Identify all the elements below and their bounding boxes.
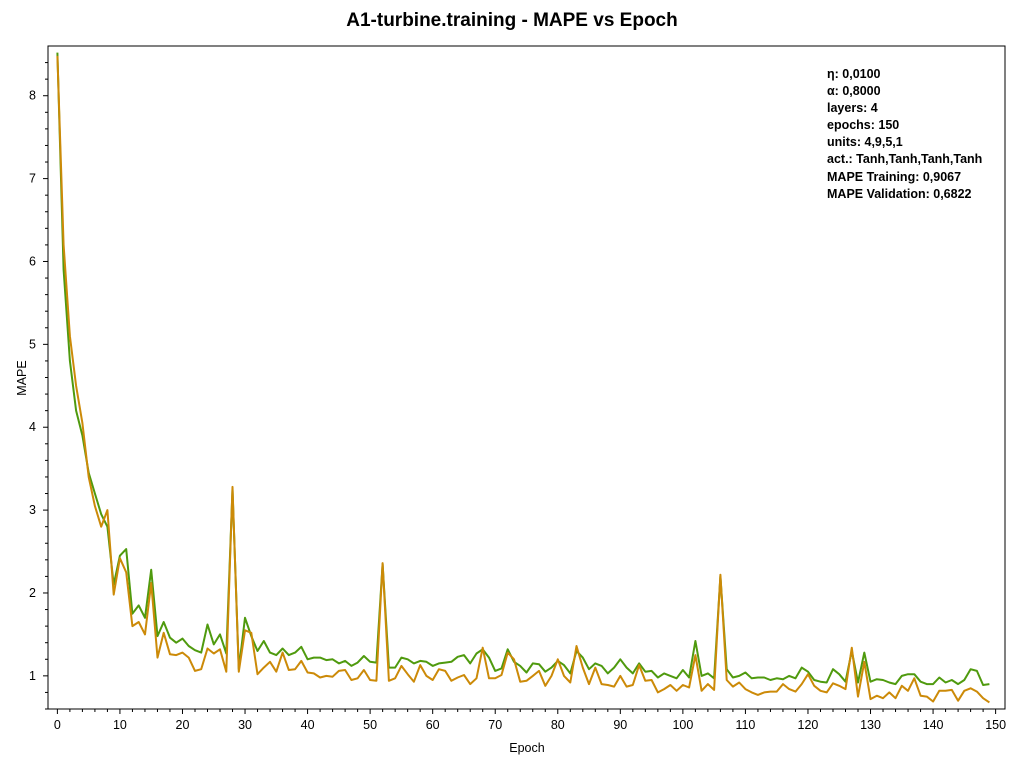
x-tick-label: 10 [113, 718, 127, 732]
x-tick-label: 120 [798, 718, 819, 732]
series-line-2 [56, 55, 990, 704]
x-tick-label: 90 [613, 718, 627, 732]
y-tick-label: 2 [29, 586, 36, 600]
y-tick-label: 6 [29, 254, 36, 268]
annotation-alpha: α: 0,8000 [827, 84, 881, 99]
x-tick-label: 150 [985, 718, 1006, 732]
y-tick-label: 5 [29, 337, 36, 351]
x-tick-label: 130 [860, 718, 881, 732]
y-tick-label: 4 [29, 420, 36, 434]
x-tick-label: 40 [301, 718, 315, 732]
series-line-1 [56, 52, 990, 686]
x-tick-label: 0 [54, 718, 61, 732]
chart-title: A1-turbine.training - MAPE vs Epoch [346, 10, 678, 31]
parameter-annotation: η: 0,0100 α: 0,8000 layers: 4 epochs: 15… [827, 66, 982, 203]
x-tick-label: 140 [923, 718, 944, 732]
annotation-mape-validation: MAPE Validation: 0,6822 [827, 186, 972, 201]
annotation-mape-training: MAPE Training: 0,9067 [827, 169, 962, 184]
annotation-eta: η: 0,0100 [827, 67, 881, 81]
y-tick-label: 8 [29, 89, 36, 103]
x-tick-label: 60 [426, 718, 440, 732]
x-tick-label: 30 [238, 718, 252, 732]
y-axis-label: MAPE [15, 360, 29, 395]
y-tick-label: 1 [29, 669, 36, 683]
annotation-epochs: epochs: 150 [827, 118, 900, 133]
x-tick-label: 110 [735, 718, 755, 732]
x-tick-label: 100 [672, 718, 693, 732]
x-tick-label: 70 [488, 718, 502, 732]
y-tick-label: 3 [29, 503, 36, 517]
axes: 0 10 20 30 40 50 60 70 80 90 100 110 120 130 140 150 1 2 3… [29, 45, 1006, 732]
y-tick-label: 7 [29, 172, 36, 186]
series-layer [56, 52, 990, 704]
annotation-units: units: 4,9,5,1 [827, 135, 903, 150]
x-axis-label: Epoch [509, 741, 544, 755]
x-tick-label: 50 [363, 718, 377, 732]
x-tick-label: 20 [176, 718, 190, 732]
annotation-activation: act.: Tanh,Tanh,Tanh,Tanh [827, 152, 983, 167]
annotation-layers: layers: 4 [827, 101, 878, 116]
x-tick-label: 80 [551, 718, 565, 732]
